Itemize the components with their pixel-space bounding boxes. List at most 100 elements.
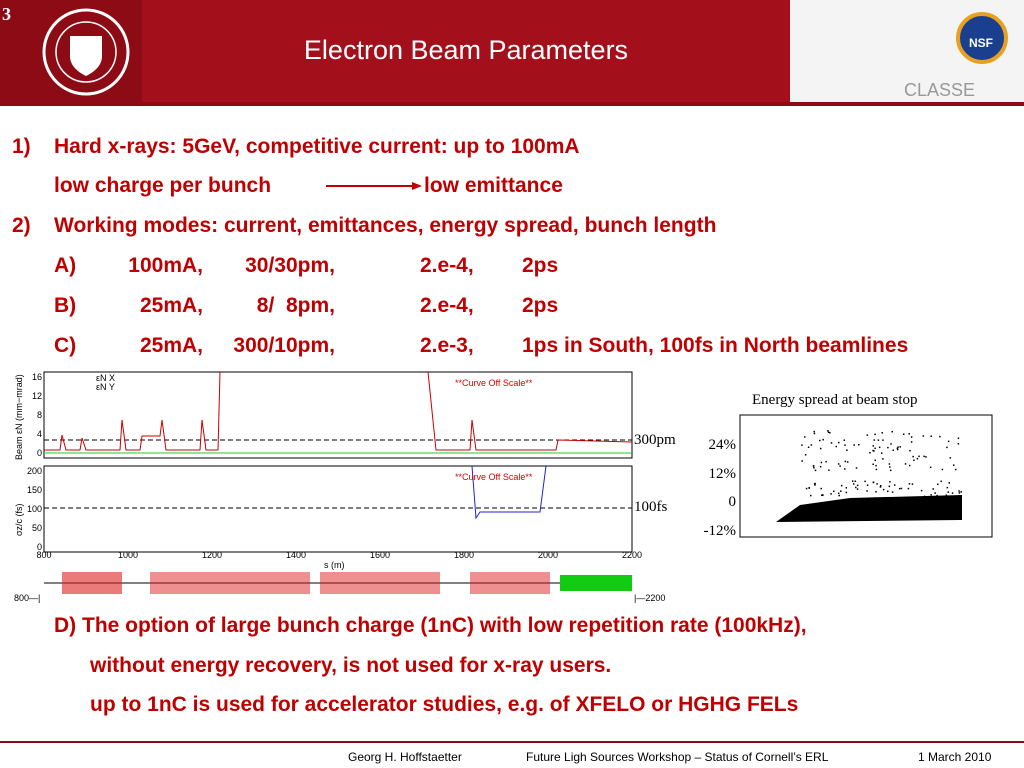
dot (875, 491, 877, 493)
lattice-magnets (62, 572, 550, 594)
inset-tick-label: 12% (708, 465, 737, 482)
dot (900, 487, 903, 490)
dot (813, 430, 815, 433)
x-tick-label: 2000 (538, 550, 559, 560)
dot (879, 485, 882, 487)
dot (820, 461, 823, 464)
dot (812, 465, 815, 467)
dot (932, 488, 934, 490)
dot (889, 466, 891, 468)
dot (844, 444, 846, 446)
dot (857, 499, 859, 502)
dot (855, 486, 857, 489)
y-tick-label: 50 (31, 523, 42, 533)
dot (916, 457, 919, 460)
note: up to 1nC is used for accelerator studie… (90, 693, 799, 716)
dot (889, 469, 892, 472)
dot (872, 463, 874, 466)
dot (813, 432, 816, 435)
mode-cell: B) (54, 294, 77, 317)
dot (840, 490, 842, 492)
dot (899, 446, 901, 448)
x-tick-label: 1400 (286, 550, 307, 560)
dot (948, 482, 951, 484)
dot (879, 486, 882, 488)
dot (924, 498, 926, 500)
mode-cell: 2.e-4, (420, 294, 474, 317)
ref-label: 300pm (634, 432, 676, 448)
plot-bottom-frame (43, 465, 633, 553)
mode-cell: 2ps (522, 254, 559, 277)
dot (892, 449, 894, 451)
dot (846, 449, 848, 452)
x-tick-label: 1600 (370, 550, 391, 560)
dot (819, 439, 821, 442)
dot (804, 436, 806, 438)
dot (856, 484, 859, 487)
dot (804, 454, 807, 456)
dot (808, 487, 810, 489)
inset-tick-label: 0 (728, 494, 737, 510)
inset-scatter (801, 430, 963, 502)
dot (839, 465, 841, 467)
dot (850, 498, 852, 500)
mode-cell: A) (54, 254, 77, 277)
dot (923, 455, 925, 458)
dot (939, 435, 941, 438)
note: D) The option of large bunch charge (1nC… (54, 614, 807, 637)
dot (874, 433, 876, 436)
dot (902, 433, 905, 435)
dot (909, 449, 911, 452)
dot (814, 484, 816, 486)
x-tick-label: 1800 (454, 550, 475, 560)
dot (835, 445, 838, 448)
dot (810, 444, 813, 446)
footer-author: Georg H. Hoffstaetter (348, 750, 462, 764)
dot (896, 448, 899, 451)
dot (873, 439, 876, 441)
dot (838, 441, 840, 444)
item: Working modes: current, emittances, ener… (54, 214, 717, 237)
dot (936, 483, 939, 486)
dot (960, 491, 963, 493)
dot (941, 468, 944, 471)
dot (957, 437, 960, 440)
dot (855, 467, 858, 469)
ref-label: 100fs (634, 499, 668, 515)
dot (946, 486, 949, 489)
dot (908, 464, 911, 467)
dot (873, 450, 875, 452)
dot (854, 480, 857, 483)
dot (838, 494, 840, 497)
dot (874, 459, 876, 462)
title: Electron Beam Parameters (303, 35, 629, 65)
dot (947, 440, 950, 443)
dot (844, 468, 846, 470)
dot (888, 463, 891, 465)
dot (874, 447, 876, 450)
dot (910, 441, 913, 443)
dot (958, 492, 961, 494)
dot (845, 487, 848, 489)
dot (874, 497, 876, 499)
dot (809, 494, 812, 497)
dot (908, 483, 911, 485)
dot (828, 469, 830, 471)
dot (844, 460, 847, 463)
dot (911, 483, 914, 485)
dot (830, 493, 832, 495)
y-tick-label: 12 (31, 391, 42, 401)
dot (821, 494, 824, 496)
dot (875, 468, 878, 471)
mode-cell: 300/10pm, (233, 334, 335, 357)
x-tick-label: 2200 (622, 550, 643, 560)
dot (925, 456, 927, 458)
note: without energy recovery, is not used for… (90, 654, 612, 677)
dot (840, 484, 843, 487)
dot (866, 490, 868, 492)
dot (877, 499, 879, 502)
dot (904, 463, 907, 465)
dot (954, 468, 957, 471)
